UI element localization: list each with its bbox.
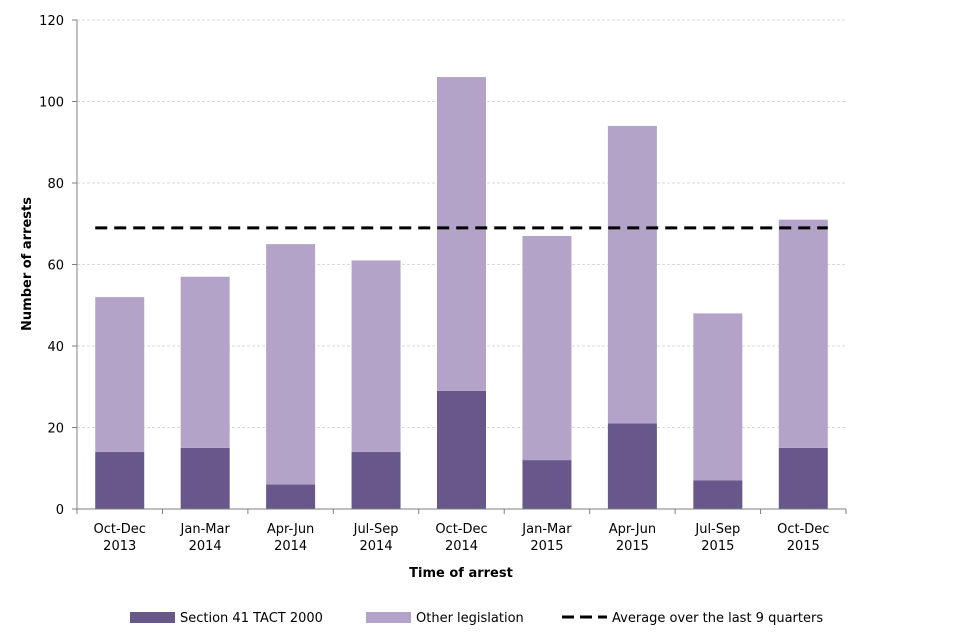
bar-section41-5 bbox=[522, 460, 572, 509]
bar-section41-4 bbox=[437, 390, 486, 509]
legend-swatch-section41 bbox=[130, 612, 175, 623]
x-tick-label: Oct-Dec 2015 bbox=[777, 522, 829, 554]
legend-label-section41: Section 41 TACT 2000 bbox=[180, 611, 323, 626]
x-tick-label: Jul-Sep 2014 bbox=[353, 522, 399, 554]
y-tick-labels: 0 20 40 60 80 100 120 bbox=[39, 14, 77, 518]
bar-section41-7 bbox=[693, 480, 743, 509]
bar-other-8 bbox=[778, 219, 828, 448]
bar-other-5 bbox=[522, 235, 572, 461]
bar-other-7 bbox=[693, 313, 743, 481]
bar-other-0 bbox=[95, 297, 145, 452]
x-tick-label: Oct-Dec 2014 bbox=[435, 522, 487, 554]
bar-section41-0 bbox=[95, 451, 145, 509]
legend: Section 41 TACT 2000 Other legislation A… bbox=[130, 611, 823, 626]
x-tick-label: Apr-Jun 2014 bbox=[267, 522, 314, 554]
bar-section41-2 bbox=[266, 484, 316, 509]
y-tick-label: 80 bbox=[47, 177, 64, 192]
bar-section41-3 bbox=[351, 451, 401, 509]
x-tick-labels: Oct-Dec 2013 Jan-Mar 2014 Apr-Jun 2014 Jul-Sep… bbox=[94, 522, 830, 554]
y-tick-label: 120 bbox=[39, 14, 64, 29]
x-tick-label: Apr-Jun 2015 bbox=[609, 522, 656, 554]
x-axis-title: Time of arrest bbox=[409, 566, 513, 581]
x-tick-label: Jan-Mar 2014 bbox=[180, 522, 231, 554]
x-tick-label: Oct-Dec 2013 bbox=[94, 522, 146, 554]
bar-section41-1 bbox=[180, 447, 230, 509]
bar-other-2 bbox=[266, 244, 316, 485]
bar-section41-6 bbox=[607, 423, 657, 509]
bar-other-6 bbox=[607, 125, 657, 424]
legend-swatch-other bbox=[366, 612, 411, 623]
bars bbox=[95, 77, 828, 509]
y-axis-title: Number of arrests bbox=[20, 197, 35, 331]
y-tick-label: 100 bbox=[39, 96, 64, 111]
y-tick-label: 20 bbox=[47, 422, 64, 437]
bar-other-4 bbox=[437, 77, 486, 391]
y-tick-label: 0 bbox=[56, 503, 64, 518]
y-tick-label: 60 bbox=[47, 259, 64, 274]
legend-label-other: Other legislation bbox=[416, 611, 524, 626]
y-tick-label: 40 bbox=[47, 340, 64, 355]
x-tick-label: Jan-Mar 2015 bbox=[521, 522, 572, 554]
bar-other-1 bbox=[180, 276, 230, 448]
bar-section41-8 bbox=[778, 447, 828, 509]
bar-other-3 bbox=[351, 260, 401, 452]
legend-label-average: Average over the last 9 quarters bbox=[612, 611, 823, 626]
x-tick-label: Jul-Sep 2015 bbox=[694, 522, 740, 554]
